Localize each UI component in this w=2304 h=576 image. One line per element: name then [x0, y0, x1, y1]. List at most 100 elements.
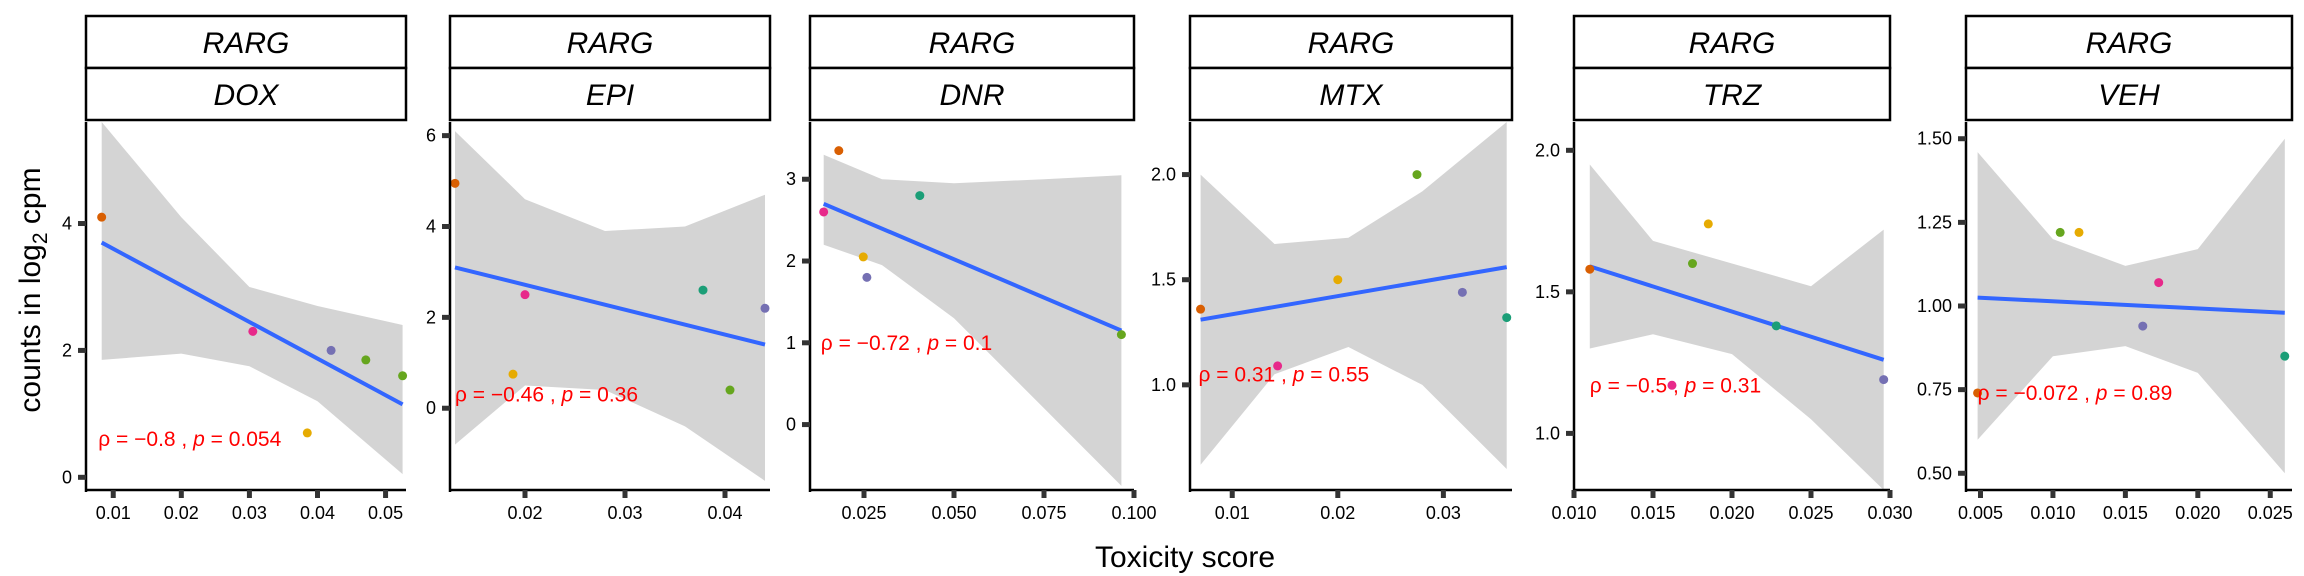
- data-point: [1879, 375, 1889, 385]
- strip-treatment-box: [84, 66, 408, 122]
- facet-panel-trz: RARG TRZ ρ = −0.5 , p = 0.31 1.0 1.5 2.0 0.010…: [1535, 14, 1913, 523]
- data-point: [508, 369, 518, 379]
- y-tick-label: 0.75: [1917, 380, 1952, 400]
- facet-panel-dox: RARG DOX ρ = −0.8 , p = 0.054 0 2 4 0.01 0.02 0.…: [62, 14, 408, 523]
- data-point: [2154, 278, 2164, 288]
- x-tick-label: 0.100: [1111, 503, 1156, 523]
- data-point: [520, 290, 530, 300]
- y-axis-title-unit-text: cpm: [14, 167, 47, 224]
- y-tick-label: 1.5: [1151, 270, 1176, 290]
- x-tick-label: 0.02: [1320, 503, 1355, 523]
- y-tick-label: 4: [426, 216, 436, 236]
- correlation-annotation: ρ = −0.72 , p = 0.1: [821, 332, 992, 355]
- strip-treatment-box: [1964, 66, 2294, 122]
- y-tick-label: 0: [426, 398, 436, 418]
- y-tick-label: 2: [786, 251, 796, 271]
- data-point: [1502, 313, 1512, 323]
- data-point: [398, 371, 408, 381]
- strip-treatment-label: TRZ: [1703, 79, 1763, 112]
- x-tick-label: 0.015: [1630, 503, 1675, 523]
- data-point: [2055, 227, 2065, 237]
- strip-gene-box: [1188, 14, 1514, 70]
- strip-gene-label: RARG: [2086, 27, 2173, 60]
- x-tick-label: 0.01: [1215, 503, 1250, 523]
- data-point: [450, 178, 460, 188]
- confidence-band: [1589, 164, 1884, 490]
- data-point: [1273, 361, 1283, 371]
- y-tick-label: 1.0: [1535, 423, 1560, 443]
- data-point: [725, 385, 735, 395]
- y-axis-title-unit: [14, 224, 47, 232]
- y-tick-label: 1.50: [1917, 129, 1952, 149]
- data-point: [862, 272, 872, 282]
- regression-line: [1589, 264, 1885, 362]
- data-point: [1973, 388, 1983, 398]
- strip-gene-box: [808, 14, 1136, 70]
- y-tick-label: 3: [786, 169, 796, 189]
- y-tick-label: 2.0: [1151, 165, 1176, 185]
- data-point: [698, 285, 708, 295]
- strip-treatment-label: VEH: [2098, 79, 2160, 112]
- y-tick-label: 1: [786, 333, 796, 353]
- x-tick-label: 0.025: [2248, 503, 2293, 523]
- data-point: [2138, 321, 2148, 331]
- x-tick-label: 0.075: [1021, 503, 1066, 523]
- strip-gene-label: RARG: [929, 27, 1016, 60]
- correlation-annotation: ρ = 0.31 , p = 0.55: [1198, 363, 1369, 386]
- x-tick-label: 0.020: [2175, 503, 2220, 523]
- data-point: [1196, 304, 1206, 314]
- x-tick-label: 0.050: [931, 503, 976, 523]
- data-point: [1457, 287, 1467, 297]
- y-tick-label: 4: [62, 214, 72, 234]
- data-point: [834, 146, 844, 156]
- strip-treatment-box: [1188, 66, 1514, 122]
- strip-treatment-label: EPI: [586, 79, 634, 112]
- y-tick-label: 6: [426, 126, 436, 146]
- regression-line: [1200, 265, 1508, 322]
- y-axis-title-main: counts in log: [14, 244, 47, 412]
- data-point: [248, 326, 258, 336]
- strip-treatment-box: [1572, 66, 1892, 122]
- data-point: [1585, 264, 1595, 274]
- confidence-band: [823, 154, 1122, 486]
- data-point: [1333, 275, 1343, 285]
- x-tick-label: 0.030: [1867, 503, 1912, 523]
- x-tick-label: 0.04: [707, 503, 742, 523]
- correlation-annotation: ρ = −0.46 , p = 0.36: [455, 384, 638, 407]
- x-tick-label: 0.010: [1551, 503, 1596, 523]
- correlation-annotation: ρ = −0.072 , p = 0.89: [1978, 382, 2173, 405]
- data-point: [361, 355, 371, 365]
- strip-treatment-label: DNR: [940, 79, 1005, 112]
- data-point: [2074, 227, 2084, 237]
- y-tick-label: 1.0: [1151, 375, 1176, 395]
- confidence-band: [1200, 122, 1507, 469]
- y-tick-label: 1.25: [1917, 212, 1952, 232]
- y-tick-label: 1.00: [1917, 296, 1952, 316]
- y-tick-label: 2: [62, 340, 72, 360]
- y-tick-label: 1.5: [1535, 282, 1560, 302]
- strip-treatment-label: DOX: [213, 79, 279, 112]
- x-tick-label: 0.020: [1709, 503, 1754, 523]
- facet-panel-epi: RARG EPI ρ = −0.46 , p = 0.36 0 2 4 6 0.02 0.03 0…: [426, 14, 772, 523]
- x-tick-label: 0.025: [841, 503, 886, 523]
- strip-gene-label: RARG: [203, 27, 290, 60]
- y-tick-label: 0: [786, 415, 796, 435]
- strip-gene-box: [1964, 14, 2294, 70]
- data-point: [1412, 170, 1422, 180]
- strip-gene-box: [84, 14, 408, 70]
- x-axis-title: Toxicity score: [1095, 541, 1275, 574]
- data-point: [1116, 330, 1126, 340]
- regression-line: [454, 265, 766, 347]
- x-tick-label: 0.01: [96, 503, 131, 523]
- strip-treatment-label: MTX: [1319, 79, 1383, 112]
- y-tick-label: 2.0: [1535, 140, 1560, 160]
- x-tick-label: 0.03: [607, 503, 642, 523]
- strip-gene-label: RARG: [1308, 27, 1395, 60]
- x-tick-label: 0.04: [300, 503, 335, 523]
- correlation-annotation: ρ = −0.5 , p = 0.31: [1590, 374, 1761, 397]
- y-tick-label: 2: [426, 307, 436, 327]
- data-point: [858, 252, 868, 262]
- x-tick-label: 0.010: [2030, 503, 2075, 523]
- strip-gene-label: RARG: [1689, 27, 1776, 60]
